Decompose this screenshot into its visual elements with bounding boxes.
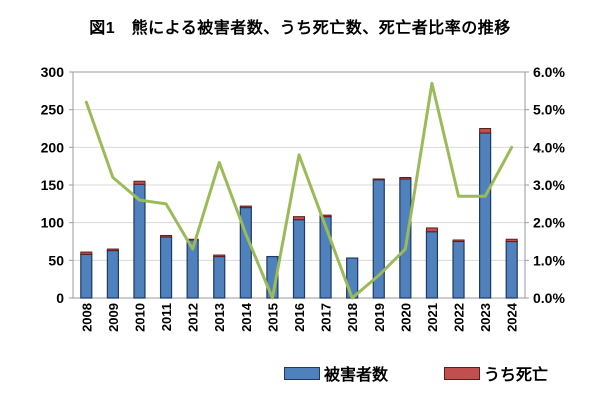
deaths-legend-label: うち死亡 (484, 367, 549, 384)
deaths-bar (425, 227, 438, 233)
right-axis-tick-label: 1.0% (533, 252, 565, 268)
deaths-bar (106, 248, 119, 252)
left-axis-tick-label: 250 (41, 102, 65, 118)
right-axis-tick-label: 3.0% (533, 177, 565, 193)
x-axis-year-label: 2008 (79, 303, 94, 332)
deaths-bar (479, 128, 492, 134)
victims-legend-label: 被害者数 (324, 367, 389, 384)
deaths-bar (399, 176, 412, 180)
right-axis-tick-label: 4.0% (533, 139, 565, 155)
death-rate-line (84, 81, 514, 300)
left-axis-tick-label: 100 (41, 215, 65, 231)
legend-item-deaths: うち死亡 (444, 363, 549, 384)
victims-bar (505, 240, 518, 299)
left-axis-tick-label: 50 (48, 252, 64, 268)
victims-bar (213, 255, 226, 299)
x-axis-year-label: 2019 (372, 303, 387, 332)
left-axis-tick-label: 150 (41, 177, 65, 193)
deaths-bar (80, 251, 93, 255)
x-axis-year-label: 2024 (505, 302, 520, 332)
x-axis-year-label: 2016 (292, 303, 307, 332)
victims-bar (425, 231, 439, 299)
victims-bar (80, 253, 93, 299)
deaths-bar (372, 178, 385, 181)
victims-bar (452, 240, 465, 299)
victims-bar (292, 219, 306, 299)
x-axis-year-label: 2009 (106, 303, 121, 332)
deaths-bar (239, 205, 252, 209)
deaths-bar (213, 254, 226, 258)
deaths-bar (160, 234, 173, 238)
victims-bar (346, 257, 359, 299)
right-axis-tick-label: 0.0% (533, 290, 565, 306)
chart-title: 図1 熊による被害者数、うち死亡数、死亡者比率の推移 (89, 20, 511, 37)
x-axis-year-label: 2015 (265, 303, 280, 332)
deaths-bar (293, 216, 305, 221)
left-axis-tick-label: 200 (41, 139, 65, 155)
x-axis-year-label: 2014 (239, 302, 254, 332)
victims-bar (399, 178, 412, 299)
deaths-bar (505, 238, 518, 243)
right-axis-tick-label: 6.0% (533, 64, 565, 80)
x-axis-year-label: 2010 (132, 303, 147, 332)
victims-bar (159, 236, 173, 299)
x-axis-year-label: 2022 (452, 303, 467, 332)
victims-bar (479, 132, 492, 299)
victims-bar (106, 249, 119, 299)
x-axis-year-label: 2011 (159, 303, 174, 331)
left-axis-tick-label: 300 (41, 64, 65, 80)
left-axis-tick-label: 0 (56, 290, 64, 306)
x-axis-year-label: 2012 (186, 303, 201, 332)
deaths-bar (452, 239, 465, 242)
deaths-legend-swatch (444, 366, 480, 380)
x-axis-year-label: 2018 (345, 303, 360, 332)
x-axis-year-label: 2023 (478, 303, 493, 332)
x-axis-year-label: 2020 (398, 303, 413, 332)
victims-legend-swatch (284, 366, 320, 380)
right-axis-tick-label: 2.0% (533, 215, 565, 231)
x-axis-year-label: 2021 (425, 303, 440, 332)
right-axis-tick-label: 5.0% (533, 102, 565, 118)
legend-item-victims: 被害者数 (284, 363, 389, 384)
deaths-bar (133, 180, 146, 185)
x-axis-year-label: 2017 (319, 303, 334, 332)
x-axis-year-label: 2013 (212, 303, 227, 332)
